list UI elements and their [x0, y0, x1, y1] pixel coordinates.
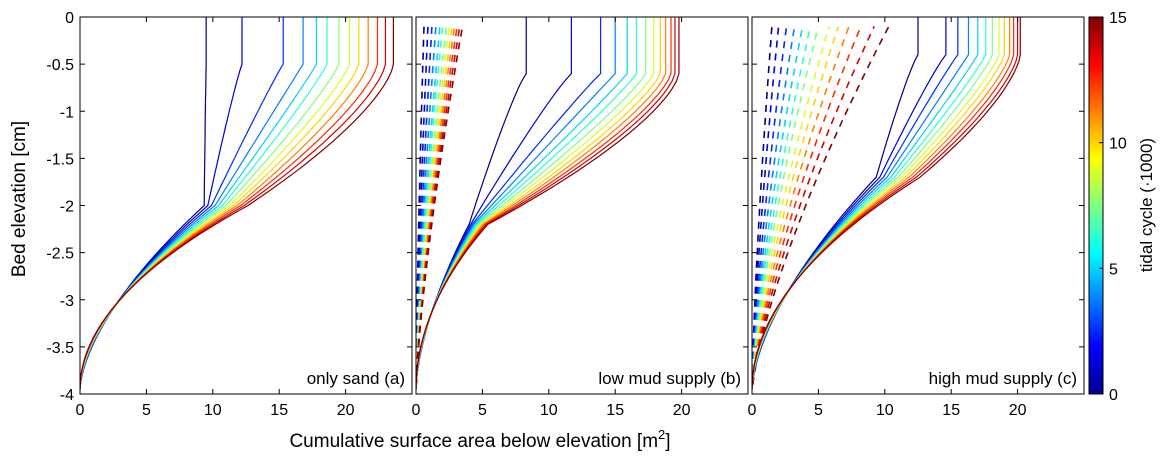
- panel-label: low mud supply (b): [598, 369, 741, 388]
- panel-3: 0 5 10 15 20 high mud supply (c): [748, 16, 1085, 419]
- colorbar-tick-label: 5: [1109, 261, 1118, 278]
- dashed-series-9: [416, 26, 453, 385]
- dashed-series-2: [752, 26, 780, 385]
- dashed-series-7: [752, 26, 820, 385]
- dashed-series-11: [416, 26, 458, 385]
- y-tick-label: -3.5: [46, 340, 74, 357]
- x-tick-label: 10: [204, 402, 222, 419]
- dashed-series-13: [752, 26, 890, 385]
- dashed-series-3: [752, 26, 788, 385]
- x-tick-label: 0: [748, 402, 757, 419]
- colorbar-label: tidal cycle (·1000): [1137, 138, 1156, 272]
- colorbar: [1088, 16, 1104, 395]
- panel-label: high mud supply (c): [929, 369, 1077, 388]
- y-tick-label: 0: [65, 10, 74, 27]
- y-axis-label: Bed elevation [cm]: [9, 121, 30, 277]
- x-tick-label: 5: [142, 402, 151, 419]
- panel-1: 0 5 10 15 20 0 -0.5 -1 -1.5 -2 -2.5 -3 -3.5 -4 only sa…: [46, 10, 413, 419]
- x-tick-label: 10: [540, 402, 558, 419]
- x-tick-label: 0: [412, 402, 421, 419]
- dashed-series-13: [416, 26, 464, 385]
- x-tick-label: 5: [814, 402, 823, 419]
- x-tick-label: 10: [876, 402, 894, 419]
- dashed-series-6: [416, 26, 444, 385]
- colorbar-tick-label: 15: [1109, 10, 1127, 27]
- x-tick-label: 15: [606, 402, 624, 419]
- x-tick-label: 20: [1009, 402, 1027, 419]
- y-tick-label: -1.5: [46, 151, 74, 168]
- dashed-series-9: [752, 26, 840, 385]
- solid-series-13: [752, 17, 1021, 390]
- solid-series-13: [416, 17, 680, 390]
- dashed-series-5: [752, 26, 804, 385]
- dashed-series-12: [416, 26, 461, 385]
- solid-series-13: [80, 17, 395, 390]
- y-tick-label: -3: [60, 293, 74, 310]
- y-tick-label: -2: [60, 199, 74, 216]
- panel-label: only sand (a): [307, 369, 405, 388]
- y-tick-label: -1: [60, 104, 74, 121]
- dashed-series-4: [752, 26, 796, 385]
- panels-layer: 0 5 10 15 20 0 -0.5 -1 -1.5 -2 -2.5 -3 -3.5 -4 only sa…: [46, 10, 1085, 419]
- dashed-series-10: [416, 26, 456, 385]
- x-tick-label: 15: [942, 402, 960, 419]
- series-group: [752, 17, 1021, 390]
- x-tick-label: 5: [478, 402, 487, 419]
- y-tick-label: -4: [60, 387, 74, 404]
- dashed-series-8: [752, 26, 830, 385]
- dashed-series-5: [416, 26, 441, 385]
- dashed-series-8: [416, 26, 450, 385]
- dashed-series-7: [416, 26, 448, 385]
- x-tick-label: 20: [337, 402, 355, 419]
- plot-area: [752, 17, 1084, 394]
- x-tick-label: 0: [76, 402, 85, 419]
- x-axis-label-sup: 2: [658, 427, 665, 442]
- x-axis-label-end: ]: [665, 431, 670, 452]
- x-tick-label: 15: [270, 402, 288, 419]
- dashed-series-6: [752, 26, 812, 385]
- dashed-series-12: [752, 26, 875, 385]
- dashed-series-11: [752, 26, 862, 385]
- colorbar-tick-label: 0: [1109, 387, 1118, 404]
- series-group: [416, 17, 680, 390]
- x-tick-label: 20: [673, 402, 691, 419]
- x-axis-label-main: Cumulative surface area below elevation …: [289, 431, 658, 452]
- y-tick-label: -2.5: [46, 246, 74, 263]
- dashed-series-10: [752, 26, 850, 385]
- colorbar-ticks: 0 5 10 15: [1099, 10, 1127, 404]
- panel-2: 0 5 10 15 20 low mud supply (b): [412, 16, 749, 419]
- x-axis-label: Cumulative surface area below elevation …: [289, 427, 670, 452]
- series-group: [80, 17, 395, 390]
- plot-area: [416, 17, 748, 394]
- colorbar-tick-label: 10: [1109, 136, 1127, 153]
- plot-area: [80, 17, 412, 394]
- y-tick-label: -0.5: [46, 57, 74, 74]
